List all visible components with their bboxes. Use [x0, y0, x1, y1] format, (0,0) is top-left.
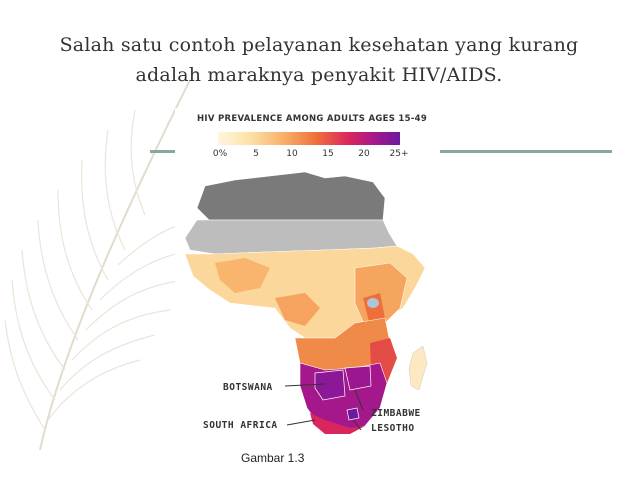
legend-tick: 5: [253, 149, 259, 159]
legend-tick: 25+: [389, 149, 409, 159]
label-south-africa: SOUTH AFRICA: [203, 420, 278, 431]
legend-tick: 0%: [212, 149, 228, 159]
zimbabwe-pointer: [354, 389, 364, 411]
feather-decoration: [4, 79, 199, 451]
divider-right: [440, 150, 612, 153]
label-lesotho: LESOTHO: [371, 423, 415, 434]
botswana-pointer: [284, 383, 326, 387]
legend-title: HIV PREVALENCE AMONG ADULTS AGES 15-49: [197, 114, 428, 124]
slide-title: Salah satu contoh pelayanan kesehatan ya…: [59, 34, 579, 86]
label-botswana: BOTSWANA: [223, 382, 273, 393]
south-africa-pointer: [286, 419, 316, 426]
north-africa-region: [196, 171, 386, 221]
legend-tick: 20: [358, 149, 370, 159]
west-hotspot: [215, 258, 270, 293]
central-hotspot: [275, 293, 320, 326]
africa-map: [184, 171, 428, 434]
madagascar: [408, 345, 428, 391]
legend-tick: 15: [322, 149, 334, 159]
figure-caption: Gambar 1.3: [241, 451, 305, 465]
label-zimbabwe: ZIMBABWE: [371, 408, 421, 419]
zimbabwe-area: [344, 365, 372, 391]
hiv-map-panel: HIV PREVALENCE AMONG ADULTS AGES 15-49 0…: [175, 108, 437, 442]
lesotho-pointer: [352, 419, 362, 431]
divider-left: [150, 150, 180, 153]
legend-tick: 10: [286, 149, 298, 159]
legend-color-bar: [218, 132, 400, 145]
lesotho-area: [346, 407, 360, 421]
south-coast: [310, 413, 365, 434]
botswana-area: [314, 369, 346, 401]
lake-victoria: [367, 298, 379, 308]
